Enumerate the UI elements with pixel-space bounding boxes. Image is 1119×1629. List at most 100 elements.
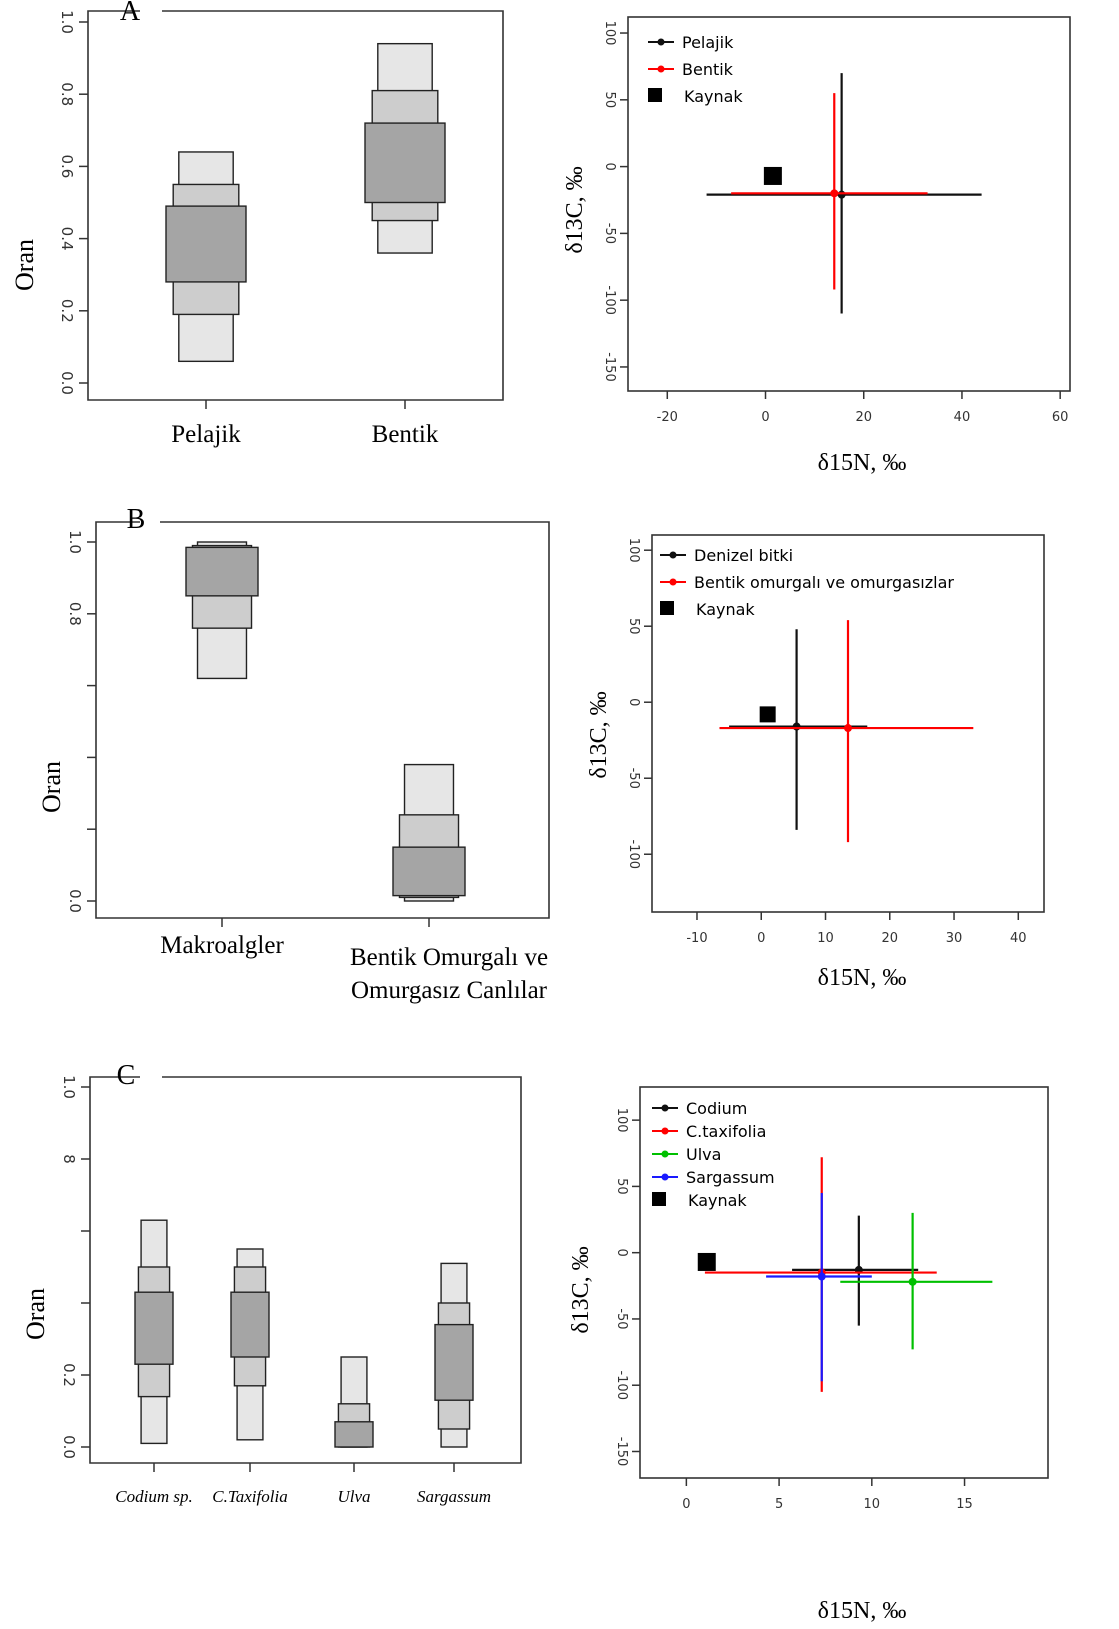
- interval-box-ci50: [392, 846, 466, 897]
- x-tick-label: 10: [864, 1497, 881, 1512]
- mean-point: [792, 722, 801, 731]
- legend: Pelajik Bentik Kaynak: [648, 33, 743, 106]
- y-axis-label: Oran: [37, 761, 66, 813]
- panel-letter: B: [127, 504, 146, 535]
- mean-point: [817, 1272, 826, 1281]
- legend-marker: [657, 38, 665, 46]
- category-label: Ulva: [337, 1487, 370, 1506]
- category-label: Bentik: [372, 421, 439, 448]
- legend: Codium C.taxifolia Ulva Sargassum Kaynak: [652, 1099, 775, 1210]
- x-axis-label: δ15N, ‰: [818, 965, 907, 991]
- legend-label: Bentik omurgalı ve omurgasızlar: [694, 573, 954, 592]
- y-tick-label: 100: [602, 21, 617, 46]
- x-tick-label: 0: [761, 410, 769, 425]
- legend: Denizel bitki Bentik omurgalı ve omurgası…: [660, 546, 954, 619]
- interval-box-ci50: [334, 1421, 374, 1448]
- y-tick-label: 0: [602, 162, 617, 170]
- isospace-panel-c: 0 5 10 15 -150 -100 -50 0 50 100 δ15N, ‰ δ13C, ‰ Cod…: [568, 1086, 1049, 1624]
- y-tick-label: -50: [614, 1308, 629, 1329]
- legend-label: Ulva: [686, 1145, 721, 1164]
- series-cross: [731, 93, 928, 290]
- x-tick-label: 0: [682, 1497, 690, 1512]
- x-tick-label: 60: [1052, 410, 1069, 425]
- y-tick-label: 1.0: [66, 530, 84, 554]
- category-label: Pelajik: [171, 421, 241, 448]
- x-tick-label: 40: [1010, 931, 1027, 946]
- y-tick-label: 8: [60, 1154, 78, 1164]
- interval-box-ci50: [434, 1323, 474, 1401]
- y-tick-label: 0.8: [66, 602, 84, 626]
- x-tick-label: 10: [817, 931, 834, 946]
- series-cross: [840, 1212, 993, 1350]
- y-tick-label: 0.0: [58, 371, 76, 395]
- legend-label: Kaynak: [684, 87, 743, 106]
- legend-source-marker: [652, 1192, 666, 1206]
- x-tick-label: -10: [686, 931, 707, 946]
- y-tick-label: -150: [602, 352, 617, 382]
- legend-source-marker: [660, 601, 674, 615]
- y-tick-label: -100: [614, 1370, 629, 1400]
- y-tick-label: 50: [626, 618, 641, 635]
- boxplot-panel-b: B 0.0 0.8 1.0 Oran Makroalgler Bentik Omurgalı…: [37, 504, 550, 1004]
- legend-label: Kaynak: [696, 600, 755, 619]
- y-tick-label: 50: [614, 1178, 629, 1195]
- plot-frame: [639, 1086, 1049, 1479]
- y-tick-label: -50: [602, 223, 617, 244]
- y-axis-label: δ13C, ‰: [586, 691, 612, 778]
- legend-marker: [669, 551, 677, 559]
- isospace-panel-a: -20 0 20 40 60 -150 -100 -50 0 50 100 δ15N, ‰ δ13C, …: [562, 16, 1071, 476]
- mean-point: [908, 1277, 917, 1286]
- panel-letter: C: [117, 1060, 136, 1091]
- y-tick-label: 0.0: [60, 1435, 78, 1459]
- source-point: [759, 706, 776, 723]
- category-label: Makroalgler: [160, 932, 284, 959]
- y-tick-label: 0.6: [58, 154, 76, 178]
- y-axis-label: Oran: [10, 239, 39, 291]
- mean-point: [844, 724, 852, 733]
- legend-label: Bentik: [682, 60, 734, 79]
- y-axis-label: δ13C, ‰: [568, 1246, 594, 1333]
- y-tick-label: 1.0: [58, 10, 76, 34]
- y-tick-label: 100: [614, 1108, 629, 1133]
- plot-frame: [627, 16, 1071, 392]
- x-tick-label: 5: [775, 1497, 783, 1512]
- x-axis-label: δ15N, ‰: [818, 450, 907, 476]
- y-tick-label: 1.0: [60, 1075, 78, 1099]
- legend-marker: [657, 65, 665, 73]
- interval-box-ci50: [165, 205, 247, 283]
- y-tick-label: 0: [614, 1249, 629, 1257]
- x-axis-label: δ15N, ‰: [818, 1598, 907, 1624]
- panel-letter: A: [120, 0, 141, 27]
- boxplot-panel-c: C 0.0 0.2 8 1.0 Oran Codium sp. C.Taxifolia Ulva…: [21, 1060, 522, 1506]
- x-tick-label: 20: [881, 931, 898, 946]
- series-cross: [719, 620, 974, 843]
- y-tick-label: 0.0: [66, 889, 84, 913]
- x-tick-label: 40: [954, 410, 971, 425]
- plot-frame: [651, 534, 1045, 913]
- legend-marker: [661, 1104, 669, 1112]
- x-tick-label: 0: [757, 931, 765, 946]
- y-tick-label: 100: [626, 538, 641, 563]
- legend-marker: [661, 1150, 669, 1158]
- y-axis-label: δ13C, ‰: [562, 166, 588, 253]
- series-cross: [766, 1193, 872, 1382]
- y-tick-label: 0.2: [58, 299, 76, 323]
- legend-marker: [661, 1173, 669, 1181]
- legend-source-marker: [648, 88, 662, 102]
- source-point: [697, 1252, 716, 1271]
- category-label: Sargassum: [417, 1487, 491, 1506]
- legend-label: C.taxifolia: [686, 1122, 766, 1141]
- plot-frame: [89, 1076, 522, 1464]
- mean-point: [830, 189, 839, 198]
- series-cross: [792, 1215, 919, 1326]
- x-tick-label: -20: [657, 410, 678, 425]
- y-tick-label: 0.2: [60, 1363, 78, 1387]
- x-tick-label: 20: [855, 410, 872, 425]
- y-axis-label: Oran: [21, 1288, 50, 1340]
- interval-box-ci50: [134, 1291, 174, 1365]
- category-label: Bentik Omurgalı ve Omurgasız Canlılar: [350, 944, 548, 1004]
- interval-box-ci50: [364, 122, 446, 204]
- category-label: Codium sp.: [115, 1487, 192, 1506]
